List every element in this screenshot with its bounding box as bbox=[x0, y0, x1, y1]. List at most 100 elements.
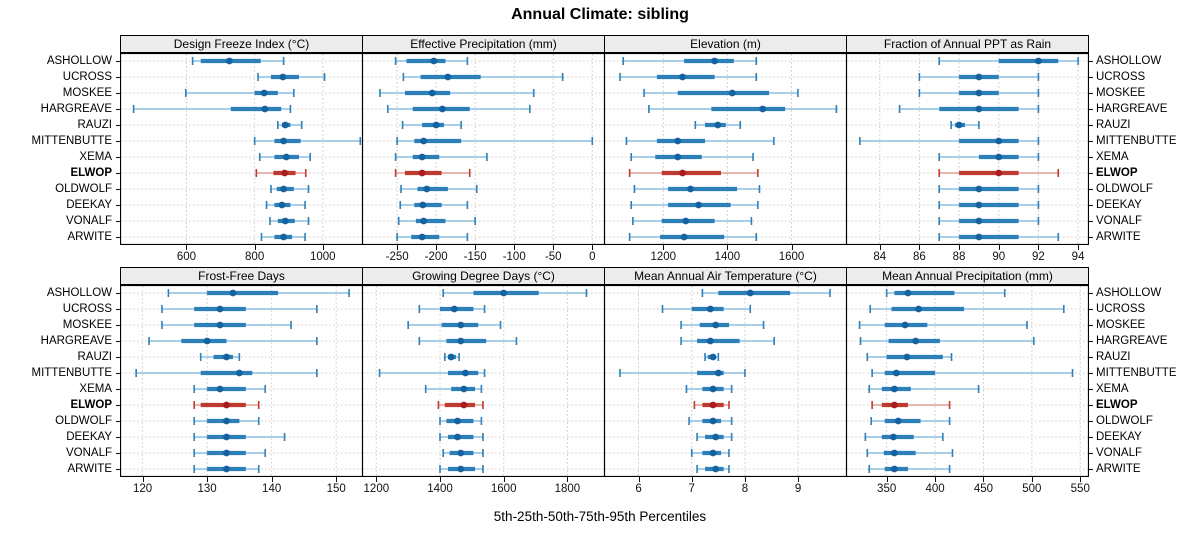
y-tick-mark bbox=[116, 61, 120, 62]
x-tick-label: 500 bbox=[1022, 483, 1042, 495]
interval-glyph bbox=[864, 433, 944, 441]
panel-canvas bbox=[119, 284, 364, 478]
x-tick-mark bbox=[440, 477, 441, 482]
x-tick-mark bbox=[935, 477, 937, 482]
row-label-left: MITTENBUTTE bbox=[31, 367, 113, 379]
x-tick-label: 1800 bbox=[554, 483, 581, 495]
x-tick-label: -150 bbox=[463, 251, 487, 263]
x-tick-label: 800 bbox=[245, 251, 265, 263]
interval-glyph bbox=[439, 433, 484, 441]
interval-glyph bbox=[439, 465, 484, 473]
interval-glyph bbox=[161, 321, 292, 329]
panel-border bbox=[361, 284, 606, 478]
x-tick-label: 1400 bbox=[427, 483, 453, 495]
x-tick-mark bbox=[959, 245, 961, 250]
row-label-left: ASHOLLOW bbox=[46, 55, 112, 67]
row-label-left: HARGREAVE bbox=[40, 103, 112, 115]
interval-glyph bbox=[704, 353, 720, 361]
x-tick-mark bbox=[142, 477, 144, 482]
interval-glyph bbox=[193, 449, 266, 457]
y-tick-mark bbox=[116, 325, 120, 326]
interval-glyph bbox=[260, 233, 306, 241]
interval-glyph bbox=[258, 153, 311, 161]
x-tick-label: 350 bbox=[877, 483, 897, 495]
interval-glyph bbox=[688, 417, 733, 425]
x-tick-label: 550 bbox=[1070, 483, 1090, 495]
interval-glyph bbox=[193, 385, 266, 393]
interval-glyph bbox=[418, 337, 518, 345]
interval-glyph bbox=[397, 217, 476, 225]
x-tick-label: 140 bbox=[262, 483, 282, 495]
x-tick-label: 8 bbox=[741, 483, 749, 495]
row-label-right: MITTENBUTTE bbox=[1096, 135, 1177, 147]
x-tick-mark bbox=[592, 245, 594, 250]
panel-strip: Mean Annual Air Temperature (°C) bbox=[604, 267, 847, 285]
x-tick-label: 150 bbox=[326, 483, 346, 495]
y-tick-mark bbox=[116, 389, 120, 390]
panel-plot bbox=[361, 284, 606, 478]
y-tick-mark bbox=[1089, 237, 1093, 238]
interval-glyph bbox=[680, 337, 775, 345]
panel-strip: Fraction of Annual PPT as Rain bbox=[846, 35, 1089, 53]
y-tick-mark bbox=[116, 237, 120, 238]
row-label-left: ELWOP bbox=[70, 167, 112, 179]
panel-strip: Frost-Free Days bbox=[120, 267, 363, 285]
x-tick-mark bbox=[475, 245, 477, 250]
interval-glyph bbox=[866, 353, 953, 361]
row-label-right: ASHOLLOW bbox=[1096, 55, 1162, 67]
y-tick-mark bbox=[1089, 221, 1093, 222]
row-label-left: ASHOLLOW bbox=[46, 287, 112, 299]
row-label-right: MOSKEE bbox=[1096, 87, 1146, 99]
interval-glyph bbox=[396, 233, 469, 241]
interval-glyph bbox=[161, 305, 318, 313]
x-tick-label: 7 bbox=[688, 483, 695, 495]
panel-border bbox=[361, 52, 606, 246]
x-tick-mark bbox=[436, 245, 438, 250]
panel-strip: Growing Degree Days (°C) bbox=[362, 267, 605, 285]
interval-glyph bbox=[938, 185, 1040, 193]
interval-glyph bbox=[132, 105, 292, 113]
y-tick-mark bbox=[1089, 141, 1093, 142]
panel-canvas bbox=[603, 284, 848, 478]
row-label-right: ELWOP bbox=[1096, 167, 1138, 179]
y-tick-mark bbox=[116, 405, 120, 406]
interval-glyph bbox=[885, 289, 1006, 297]
x-tick-label: 1600 bbox=[778, 251, 805, 263]
x-tick-label: 88 bbox=[952, 251, 966, 263]
x-tick-mark bbox=[983, 477, 985, 482]
x-tick-mark bbox=[397, 245, 399, 250]
y-tick-mark bbox=[1089, 389, 1093, 390]
x-tick-mark bbox=[376, 477, 378, 482]
y-tick-mark bbox=[116, 125, 120, 126]
row-label-right: XEMA bbox=[1096, 151, 1129, 163]
row-label-right: UCROSS bbox=[1096, 303, 1146, 315]
y-tick-mark bbox=[1089, 93, 1093, 94]
interval-glyph bbox=[253, 137, 362, 145]
x-tick-label: 9 bbox=[794, 483, 802, 495]
interval-glyph bbox=[868, 385, 980, 393]
panel-border bbox=[119, 284, 364, 478]
interval-glyph bbox=[628, 169, 759, 177]
interval-glyph bbox=[866, 449, 954, 457]
row-label-right: UCROSS bbox=[1096, 71, 1146, 83]
panel-border bbox=[845, 284, 1090, 478]
x-tick-label: 0 bbox=[589, 251, 596, 263]
interval-glyph bbox=[938, 57, 1079, 65]
y-tick-mark bbox=[1089, 437, 1093, 438]
interval-glyph bbox=[619, 73, 758, 81]
row-label-right: MOSKEE bbox=[1096, 319, 1146, 331]
panel-plot bbox=[119, 52, 364, 246]
y-tick-mark bbox=[1089, 357, 1093, 358]
panel-border bbox=[603, 52, 848, 246]
interval-glyph bbox=[418, 305, 486, 313]
x-tick-label: 86 bbox=[912, 251, 926, 263]
row-label-right: DEEKAY bbox=[1096, 199, 1142, 211]
interval-glyph bbox=[402, 73, 564, 81]
panel-plot bbox=[603, 284, 848, 478]
x-tick-label: 600 bbox=[176, 251, 197, 263]
interval-glyph bbox=[270, 185, 310, 193]
interval-glyph bbox=[442, 289, 588, 297]
x-tick-mark bbox=[336, 477, 338, 482]
y-tick-mark bbox=[1089, 125, 1093, 126]
x-tick-label: -200 bbox=[424, 251, 448, 263]
